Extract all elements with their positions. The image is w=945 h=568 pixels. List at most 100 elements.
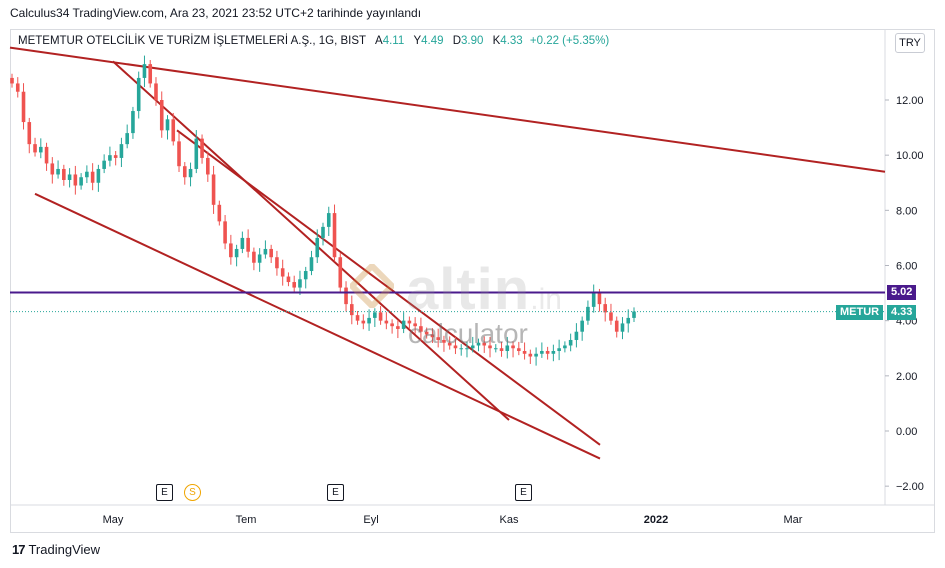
trend-line (9, 46, 886, 173)
close-value: 4.33 (500, 35, 523, 47)
candle-body (396, 326, 400, 329)
candle-body (465, 348, 469, 350)
candle-body (603, 304, 608, 313)
candle-body (413, 323, 417, 327)
candle-body (551, 351, 556, 354)
candle-body (499, 348, 504, 352)
candle-body (21, 91, 26, 123)
y-tick-label: 2.00 (896, 371, 917, 383)
candle-body (591, 293, 596, 307)
y-tick-label: 0.00 (896, 426, 917, 438)
candle-body (257, 254, 262, 263)
earnings-event-icon[interactable]: E (156, 484, 173, 501)
split-event-icon[interactable]: S (184, 484, 201, 501)
candles (10, 55, 636, 366)
candle-body (79, 177, 83, 186)
high-value: 4.49 (421, 35, 444, 47)
candle-body (574, 331, 579, 340)
candle-body (597, 293, 602, 305)
candle-body (344, 287, 348, 305)
candle-body (38, 146, 43, 153)
candle-body (188, 168, 193, 178)
y-tick-label: 6.00 (896, 261, 917, 273)
candle-body (349, 304, 354, 316)
candle-body (33, 144, 37, 153)
candle-body (580, 320, 584, 332)
candle-body (522, 351, 527, 354)
candle-body (407, 320, 412, 324)
x-tick-label: Kas (500, 514, 519, 526)
y-tick-label: −2.00 (896, 481, 924, 493)
candle-body (142, 64, 147, 78)
candle-body (626, 317, 631, 324)
change-value: +0.22 (+5.35%) (529, 35, 610, 47)
candle-body (27, 122, 32, 145)
x-tick-label: May (103, 514, 124, 526)
candle-body (269, 248, 273, 258)
candle-body (125, 133, 129, 145)
candle-body (586, 306, 590, 321)
candle-body (10, 77, 14, 84)
horizontal-lines (10, 291, 885, 313)
candle-body (557, 348, 561, 352)
candle-body (424, 331, 429, 335)
open-value: 4.11 (382, 35, 405, 47)
candle-body (286, 276, 291, 283)
candle-body (442, 339, 446, 343)
candle-body (102, 160, 106, 169)
close-label: K (492, 35, 501, 47)
y-tick-label: 10.00 (896, 150, 924, 162)
candle-body (361, 320, 366, 324)
candle-body (488, 345, 492, 349)
candle-body (67, 174, 72, 180)
candle-body (119, 144, 124, 158)
candle-body (493, 348, 498, 350)
candle-body (194, 138, 199, 169)
candle-body (505, 345, 510, 352)
candle-body (280, 268, 285, 277)
candle-body (447, 342, 452, 346)
symbol-name: METEMTUR OTELCİLİK VE TURİZM İŞLETMELERİ… (18, 35, 366, 47)
candle-body (367, 317, 371, 324)
candle-body (401, 320, 406, 329)
candle-body (148, 64, 153, 84)
candle-body (206, 157, 210, 175)
trend-line (176, 129, 601, 446)
earnings-event-icon[interactable]: E (327, 484, 344, 501)
low-label: D (452, 35, 462, 47)
candle-body (246, 237, 250, 252)
candle-body (540, 351, 544, 354)
candle-body (131, 111, 135, 134)
candle-body (419, 326, 423, 332)
earnings-event-icon[interactable]: E (515, 484, 532, 501)
candle-body (211, 174, 216, 205)
candle-body (200, 138, 204, 158)
candle-body (15, 83, 20, 92)
candle-body (165, 119, 170, 131)
candle-body (303, 271, 308, 280)
candle-body (430, 334, 435, 338)
chart-frame (10, 29, 935, 533)
candle-body (482, 342, 487, 346)
candle-body (309, 257, 314, 272)
candle-body (73, 174, 78, 186)
candle-body (90, 171, 95, 183)
x-tick-label: Tem (236, 514, 257, 526)
last-price-badge: 4.33 (887, 304, 917, 320)
candle-body (315, 237, 320, 258)
candle-body (62, 168, 66, 180)
y-tick-label: 12.00 (896, 95, 924, 107)
candle-body (50, 163, 55, 175)
candle-body (252, 251, 256, 263)
candle-body (154, 83, 158, 100)
candle-body (326, 213, 331, 227)
ticker-badge: METUR (836, 304, 884, 320)
candle-body (517, 348, 521, 352)
grid (10, 30, 935, 506)
candle-body (182, 166, 187, 178)
candle-body (171, 119, 176, 142)
footer: 17 TradingView (12, 542, 100, 557)
candle-body (298, 279, 302, 288)
currency-button[interactable]: TRY (895, 33, 925, 53)
